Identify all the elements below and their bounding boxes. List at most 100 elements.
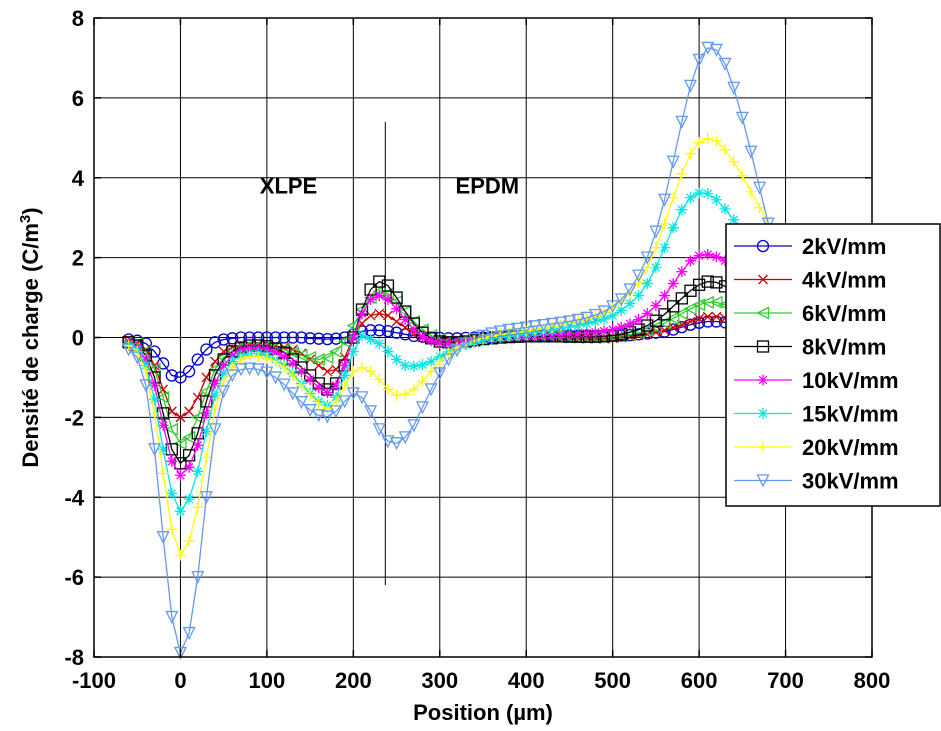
data-point — [226, 361, 238, 373]
data-point — [235, 353, 247, 365]
y-tick-label: 0 — [72, 326, 84, 351]
y-axis-label-main: Densité de charge (C/m — [18, 223, 43, 468]
data-point — [391, 389, 403, 401]
data-point — [329, 405, 343, 419]
data-point — [147, 443, 162, 457]
data-point — [709, 43, 723, 57]
data-point — [123, 339, 135, 351]
data-point — [303, 332, 317, 345]
data-point — [563, 328, 575, 340]
data-point — [650, 262, 662, 274]
data-point — [615, 321, 627, 333]
data-point — [304, 373, 316, 385]
series-15kV/mm — [123, 187, 783, 517]
data-point — [200, 407, 212, 419]
data-point — [209, 403, 221, 415]
data-point — [667, 278, 679, 290]
data-point — [580, 311, 594, 325]
data-point — [606, 300, 620, 314]
data-point — [381, 279, 395, 292]
data-point — [149, 379, 161, 391]
data-point — [710, 135, 722, 147]
data-point — [347, 365, 359, 377]
data-point — [676, 204, 688, 216]
data-point — [692, 298, 706, 312]
y-tick-label: 2 — [72, 246, 84, 271]
data-point — [408, 360, 420, 372]
data-point — [382, 383, 394, 395]
legend-entry: 4kV/mm — [734, 268, 886, 293]
data-point — [701, 275, 714, 288]
legend-label: 10kV/mm — [802, 368, 899, 393]
data-point — [339, 359, 351, 371]
data-point — [659, 290, 671, 302]
data-point — [719, 255, 731, 267]
data-point — [321, 332, 334, 346]
data-point — [719, 203, 731, 215]
data-point — [382, 294, 394, 306]
data-point — [700, 295, 714, 309]
data-point — [373, 290, 385, 302]
data-point — [191, 570, 205, 585]
data-point — [182, 449, 196, 462]
legend-label: 6kV/mm — [802, 301, 886, 326]
legend-marker — [757, 374, 769, 386]
data-point — [398, 431, 412, 445]
y-tick-label: -6 — [64, 565, 84, 590]
data-point — [200, 395, 213, 408]
data-point — [588, 308, 602, 323]
data-point — [641, 278, 653, 290]
data-point — [330, 379, 342, 391]
data-point — [157, 419, 169, 431]
y-axis-label: Densité de charge (C/m3) — [17, 207, 44, 467]
data-point — [208, 423, 222, 437]
region-label: XLPE — [260, 174, 317, 199]
data-point — [702, 133, 714, 145]
data-point — [209, 389, 221, 401]
data-point — [641, 308, 653, 320]
data-point — [684, 255, 696, 267]
data-point — [356, 330, 368, 342]
data-point — [425, 335, 437, 347]
legend-entry: 6kV/mm — [734, 301, 886, 326]
data-point — [356, 361, 368, 373]
data-point — [252, 351, 264, 363]
legend-marker — [758, 274, 768, 285]
data-point — [710, 194, 722, 206]
data-point — [364, 405, 378, 419]
x-tick-label: 400 — [508, 668, 545, 693]
data-point — [719, 144, 731, 156]
legend-marker — [756, 474, 770, 488]
data-point — [536, 318, 551, 333]
data-point — [295, 331, 308, 344]
x-tick-label: 100 — [249, 668, 286, 693]
legend-label: 8kV/mm — [802, 335, 886, 360]
data-point — [711, 311, 722, 322]
data-point — [597, 305, 611, 319]
data-point — [744, 145, 758, 159]
series-line — [128, 320, 778, 379]
data-point — [633, 314, 645, 326]
data-point — [200, 451, 212, 463]
data-point — [416, 359, 428, 371]
legend-label: 2kV/mm — [802, 234, 886, 259]
y-tick-label: -4 — [64, 485, 84, 510]
data-point — [165, 610, 179, 625]
data-point — [467, 332, 481, 347]
data-point — [313, 397, 325, 409]
data-point — [693, 187, 705, 199]
data-point — [287, 369, 299, 381]
data-point — [753, 181, 767, 195]
y-tick-label: 4 — [72, 166, 85, 191]
data-point — [329, 332, 343, 345]
data-point — [268, 371, 283, 385]
data-point — [261, 343, 273, 355]
data-point — [373, 373, 385, 385]
legend-box — [725, 223, 941, 507]
data-point — [320, 410, 334, 424]
data-point — [649, 314, 663, 327]
data-point — [545, 317, 559, 331]
data-point — [294, 396, 309, 410]
data-point — [648, 320, 663, 334]
y-tick-label: -8 — [64, 645, 84, 670]
